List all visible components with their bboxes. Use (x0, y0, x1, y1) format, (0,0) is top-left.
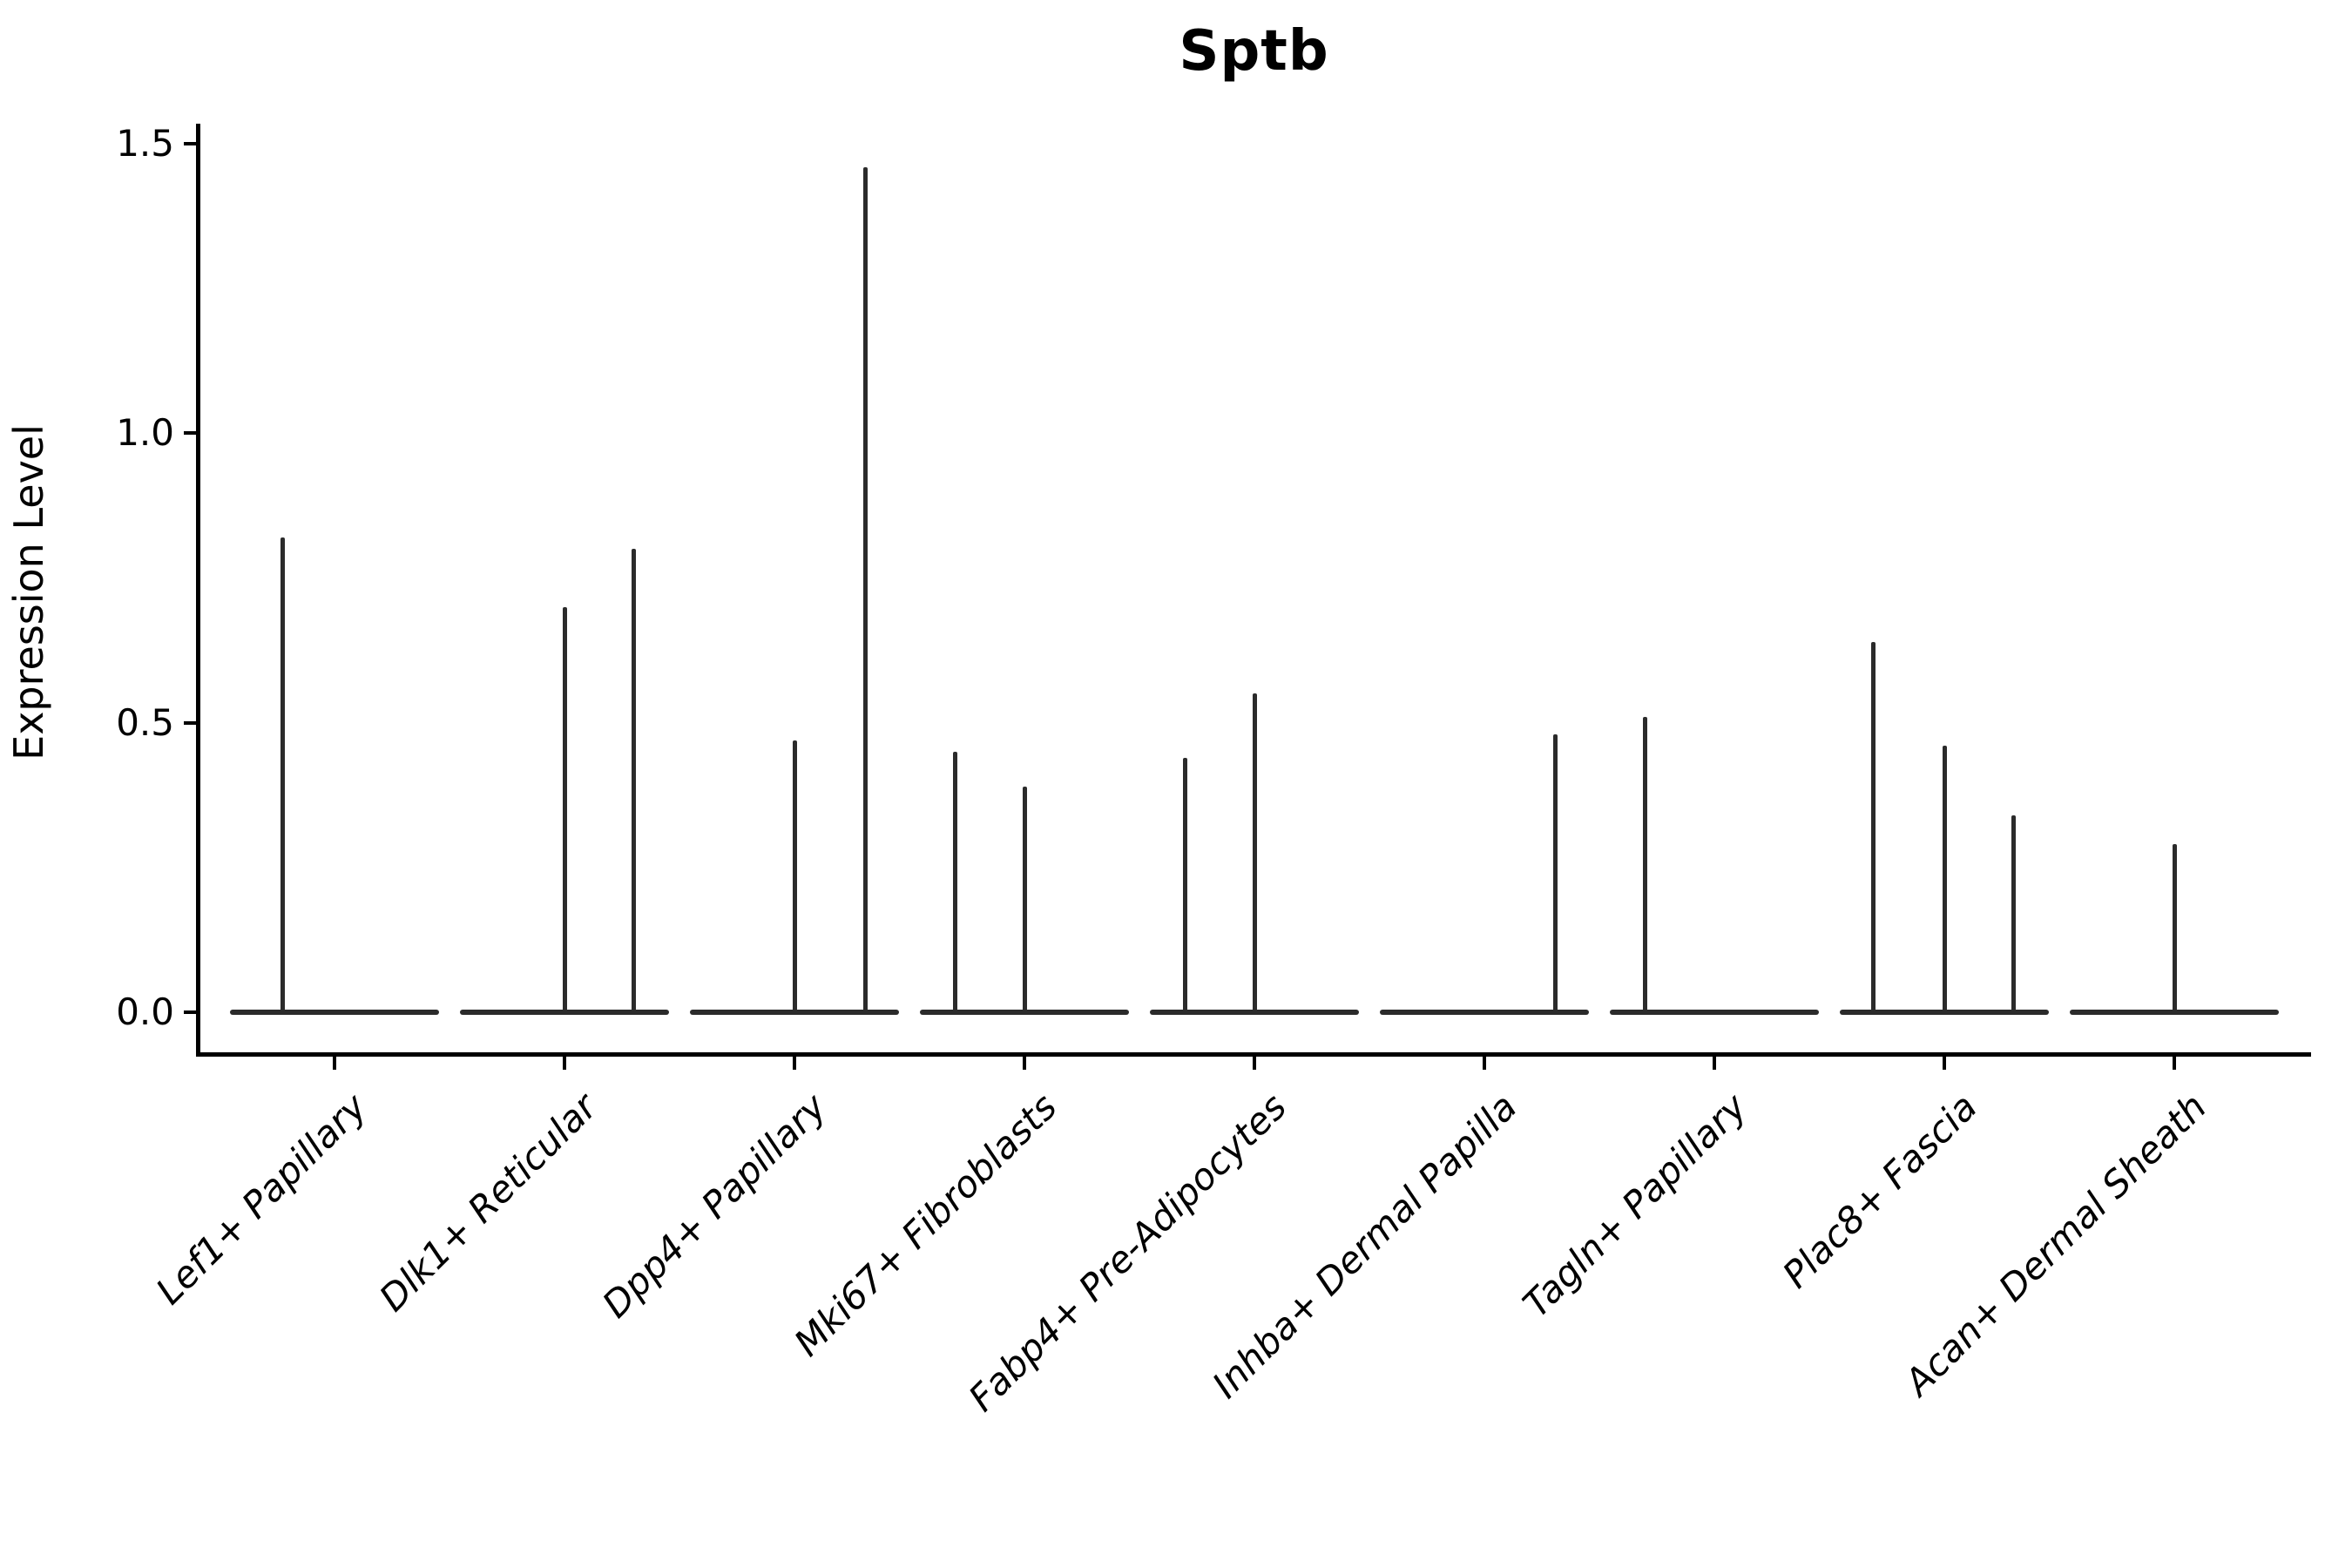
x-tick-mark (1253, 1056, 1256, 1070)
violin-spike (2172, 844, 2177, 1015)
y-tick-mark (184, 720, 198, 725)
violin-spike (280, 537, 285, 1015)
violin-spike (1183, 757, 1188, 1015)
violin-spike (562, 606, 567, 1015)
x-tick-label: Lef1+ Papillary (147, 1085, 375, 1313)
violin-baseline (230, 1010, 439, 1015)
plot-title: Sptb (1179, 19, 1329, 84)
y-tick-label: 0.5 (116, 700, 174, 744)
y-tick-mark (184, 431, 198, 436)
x-tick-label: Tagln+ Papillary (1514, 1085, 1755, 1326)
violin-spike (953, 751, 958, 1015)
violin-spike (2011, 815, 2016, 1015)
violin-spike (1942, 746, 1947, 1015)
y-tick-mark (184, 1010, 198, 1014)
y-tick-mark (184, 141, 198, 145)
violin-spike (1022, 786, 1027, 1015)
y-tick-label: 1.0 (116, 411, 174, 455)
violin-spike (863, 166, 868, 1015)
y-tick-label: 0.0 (116, 990, 174, 1033)
x-tick-mark (563, 1056, 566, 1070)
y-tick-label: 1.5 (116, 121, 174, 165)
violin-spike (1643, 717, 1648, 1015)
x-tick-mark (2173, 1056, 2176, 1070)
x-tick-label: Dpp4+ Papillary (594, 1085, 835, 1327)
x-axis-spine (196, 1052, 2311, 1057)
x-tick-mark (1713, 1056, 1716, 1070)
x-tick-mark (793, 1056, 796, 1070)
y-axis-label: Expression Level (5, 424, 52, 760)
y-axis-spine (196, 124, 200, 1057)
violin-baseline (1380, 1010, 1589, 1015)
x-tick-label: Plac8+ Fascia (1774, 1085, 1985, 1296)
x-tick-mark (1483, 1056, 1486, 1070)
x-tick-label: Dlk1+ Reticular (370, 1085, 605, 1320)
x-tick-label: Mki67+ Fibroblasts (786, 1085, 1065, 1365)
violin-spike (631, 549, 636, 1015)
x-tick-mark (1023, 1056, 1026, 1070)
violin-spike (1553, 733, 1558, 1015)
violin-spike (1870, 641, 1876, 1015)
x-tick-mark (333, 1056, 336, 1070)
violin-spike (792, 740, 797, 1015)
violin-spike (1252, 693, 1257, 1015)
x-tick-mark (1943, 1056, 1946, 1070)
violin-baseline (1610, 1010, 1819, 1015)
